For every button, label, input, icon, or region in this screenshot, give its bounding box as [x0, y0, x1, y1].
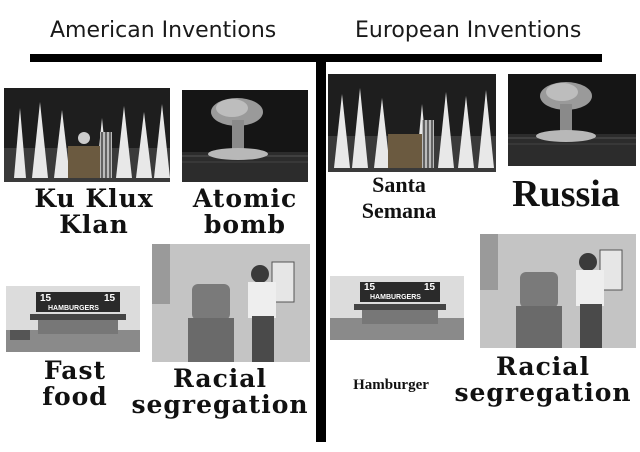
kkk-photo-right — [328, 74, 496, 172]
fast-food-photo — [6, 286, 140, 352]
hamburger-photo — [330, 276, 464, 340]
fast-food-sign-brand: HAMBURGERS — [48, 305, 99, 312]
racial-segregation-caption-left: Racial segregation — [131, 364, 309, 420]
atomic-bomb-caption: Atomic bomb — [192, 184, 298, 240]
european-inventions-title: European Inventions — [355, 18, 582, 43]
hamburger-sign-price-left: 15 — [364, 282, 376, 293]
fast-food-sign-price-left: 15 — [40, 293, 52, 304]
atomic-bomb-photo — [182, 90, 308, 182]
kkk-photo — [4, 88, 170, 182]
racial-segregation-photo-right — [480, 234, 636, 348]
atomic-bomb-photo-right — [508, 74, 636, 166]
racial-segregation-photo-left — [152, 244, 310, 362]
santa-semana-caption: Santa Semana — [361, 172, 437, 224]
fast-food-sign-price-right: 15 — [104, 293, 116, 304]
american-inventions-title: American Inventions — [50, 18, 277, 43]
hamburger-sign-brand: HAMBURGERS — [370, 294, 421, 301]
racial-segregation-caption-right: Racial segregation — [454, 352, 632, 408]
hamburger-sign-price-right: 15 — [424, 282, 436, 293]
kkk-caption: Ku Klux Klan — [34, 184, 154, 240]
fast-food-caption: Fast food — [42, 356, 108, 412]
russia-caption: Russia — [512, 173, 620, 215]
vertical-divider — [316, 54, 326, 442]
hamburger-caption: Hamburger — [353, 377, 429, 393]
